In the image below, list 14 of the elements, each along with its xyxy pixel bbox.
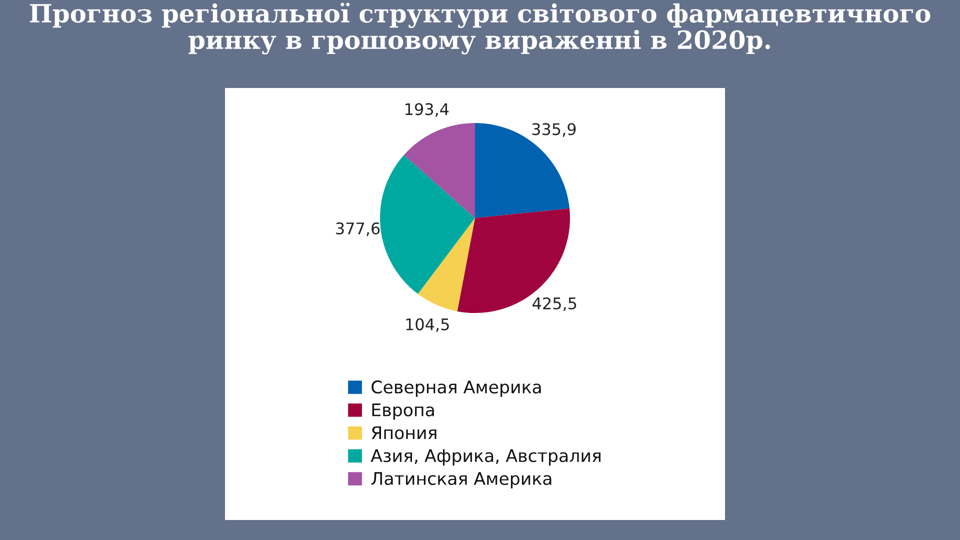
data-label: 104,5 (406, 318, 449, 332)
data-label: 425,5 (532, 297, 576, 312)
data-label: 377,6 (336, 222, 380, 236)
legend-label: Азия, Африка, Австралия (370, 449, 600, 466)
data-label: 335,9 (532, 123, 576, 137)
legend-label: Северная Америка (372, 380, 541, 397)
pie-slice (380, 154, 475, 294)
data-label: 193,4 (406, 103, 449, 117)
legend-label: Европа (372, 404, 434, 420)
chart-title: Прогноз регіональної структури світового фармацевтичного ринку в грошовому вираженні в 2020р. (30, 2, 930, 54)
pie-slice (404, 123, 475, 218)
legend-label: Латинская Америка (371, 472, 552, 488)
pie-slice (418, 218, 475, 312)
legend-label: Япония (372, 426, 436, 440)
